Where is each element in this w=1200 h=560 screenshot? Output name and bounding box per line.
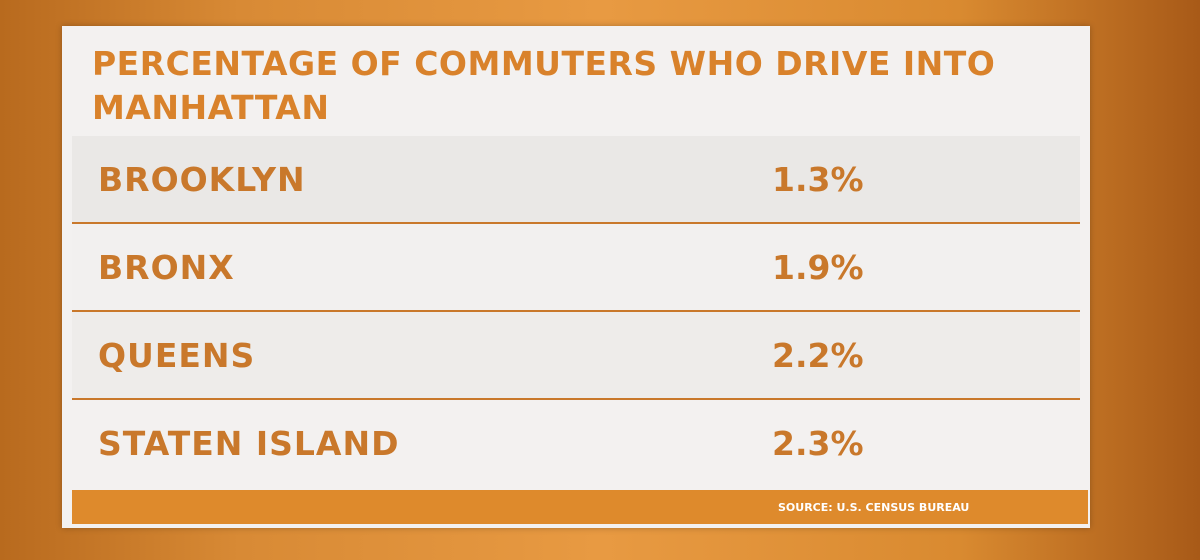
row-label: QUEENS xyxy=(98,336,256,375)
row-label: STATEN ISLAND xyxy=(98,424,400,463)
table-row: QUEENS 2.2% xyxy=(72,312,1080,400)
table-row: BROOKLYN 1.3% xyxy=(72,136,1080,224)
row-value: 2.3% xyxy=(772,424,864,463)
footer-bar: SOURCE: U.S. CENSUS BUREAU xyxy=(72,490,1088,524)
row-value: 1.3% xyxy=(772,160,864,199)
table-row: BRONX 1.9% xyxy=(72,224,1080,312)
row-label: BROOKLYN xyxy=(98,160,306,199)
row-label: BRONX xyxy=(98,248,235,287)
title: PERCENTAGE OF COMMUTERS WHO DRIVE INTO M… xyxy=(92,44,996,127)
source: SOURCE: U.S. CENSUS BUREAU xyxy=(778,501,970,514)
row-value: 2.2% xyxy=(772,336,864,375)
table-row: STATEN ISLAND 2.3% xyxy=(72,400,1080,486)
panel: PERCENTAGE OF COMMUTERS WHO DRIVE INTO M… xyxy=(62,26,1090,528)
row-value: 1.9% xyxy=(772,248,864,287)
